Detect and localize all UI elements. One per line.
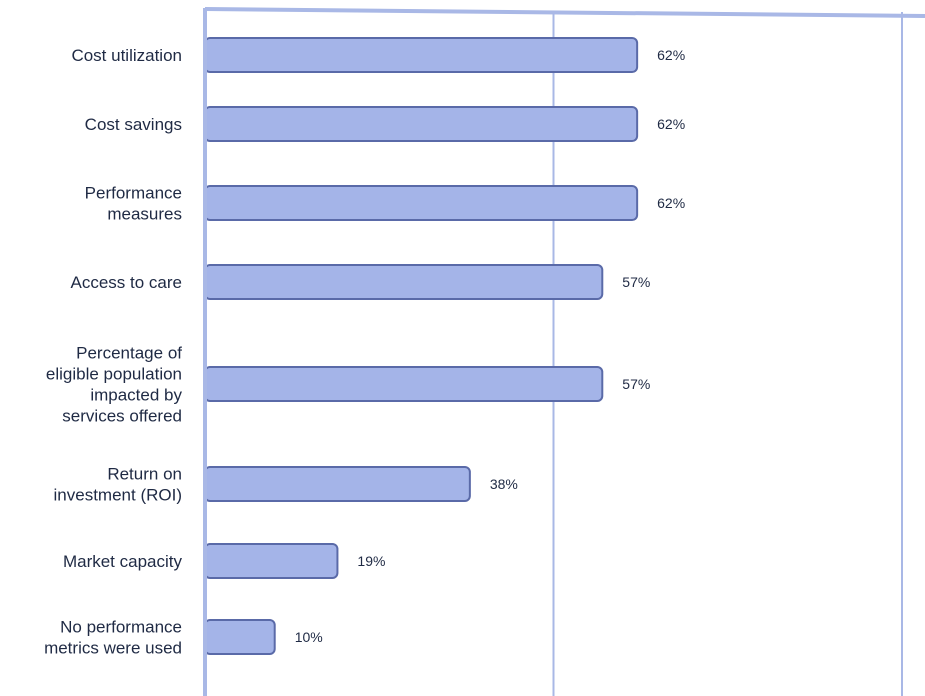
bar-2 bbox=[204, 106, 639, 142]
value-label-6: 38% bbox=[490, 476, 518, 492]
value-label-1: 62% bbox=[657, 47, 685, 63]
bar-3 bbox=[204, 185, 639, 221]
bars-group bbox=[204, 37, 639, 655]
value-label-3: 62% bbox=[657, 195, 685, 211]
category-label-7: Market capacity bbox=[63, 552, 183, 571]
category-label-2: Cost savings bbox=[85, 115, 182, 134]
category-label-8: No performance metrics were used bbox=[44, 618, 182, 658]
category-label-6: Return on investment (ROI) bbox=[54, 465, 182, 505]
value-labels: 62% 62% 62% 57% 57% 38% 19% 10% bbox=[295, 47, 685, 645]
value-label-7: 19% bbox=[357, 553, 385, 569]
top-axis-line bbox=[204, 7, 925, 18]
bar-4 bbox=[204, 264, 604, 300]
bar-7 bbox=[204, 543, 339, 579]
bar-6 bbox=[204, 466, 471, 502]
category-label-4: Access to care bbox=[71, 273, 183, 292]
axes-group bbox=[203, 7, 925, 696]
bar-1 bbox=[204, 37, 639, 73]
value-label-2: 62% bbox=[657, 116, 685, 132]
bar-5 bbox=[204, 366, 604, 402]
value-label-4: 57% bbox=[622, 274, 650, 290]
category-labels: Cost utilization Cost savings Performance m… bbox=[44, 46, 182, 658]
value-label-8: 10% bbox=[295, 629, 323, 645]
value-label-5: 57% bbox=[622, 376, 650, 392]
category-label-3: Performance measures bbox=[85, 184, 182, 224]
category-label-5: Percentage of eligible population impacted… bbox=[46, 344, 183, 426]
category-label-1: Cost utilization bbox=[71, 46, 182, 65]
bar-8 bbox=[204, 619, 276, 655]
